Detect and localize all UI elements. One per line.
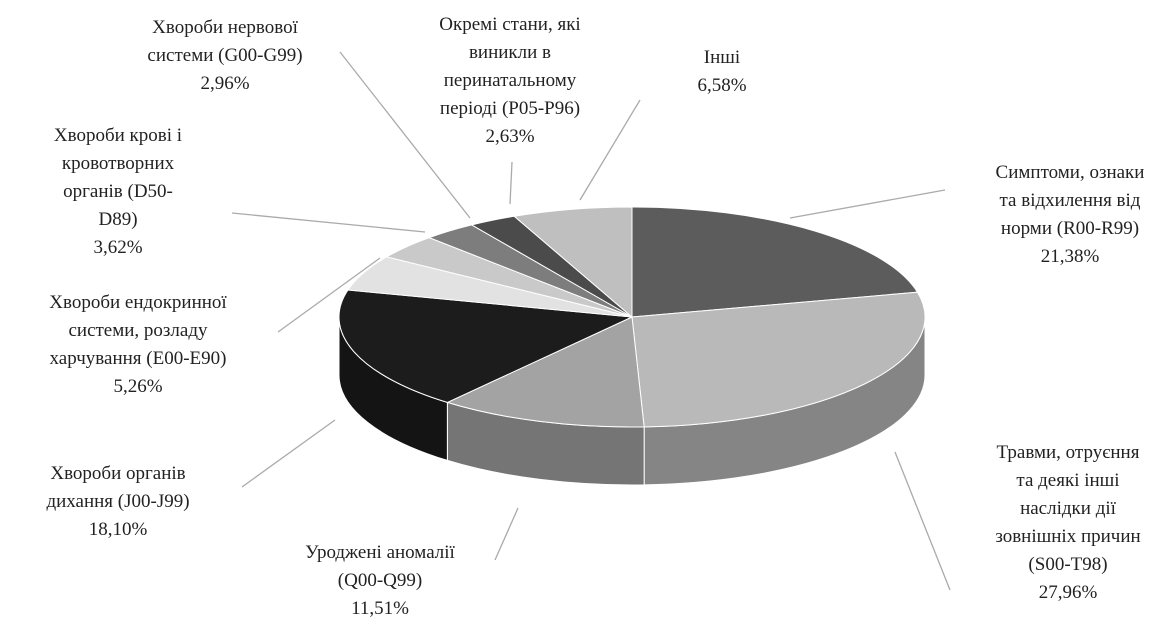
category-label: Інші [704, 47, 740, 68]
value-label: 2,96% [200, 73, 249, 94]
label-line: наслідки дії [1020, 498, 1117, 519]
category-label: Хвороби крові і кровотворних органів (D50-… [54, 125, 182, 230]
label-line: Уроджені аномалії [305, 542, 455, 563]
value-label: 2,63% [485, 126, 534, 147]
category-label: Хвороби ендокринної системи, розладу харчу… [49, 292, 227, 369]
label-line: перинатальному [444, 70, 577, 91]
label-line: (S00-T98) [1028, 554, 1107, 575]
label-line: норми (R00-R99) [1001, 218, 1139, 239]
slice [631, 291, 926, 428]
leader-line [494, 507, 519, 561]
leader-line [894, 451, 951, 591]
label-line: кровотворних [62, 153, 175, 174]
label-line: дихання (J00-J99) [46, 491, 189, 512]
category-label: Симптоми, ознаки та відхилення від норми (… [996, 162, 1145, 239]
category-label: Окремі стани, які виникли в перинатальному… [439, 14, 580, 119]
value-label: 11,51% [351, 598, 409, 619]
label-line: (Q00-Q99) [338, 570, 422, 591]
label-line: харчування (E00-E90) [50, 348, 227, 369]
category-label: Хвороби нервової системи (G00-G99) [147, 17, 302, 66]
label-line: Хвороби нервової [152, 17, 298, 38]
leader-line [339, 51, 471, 219]
label-line: органів (D50- [63, 181, 173, 202]
label-line: зовнішніх причин [995, 526, 1140, 547]
slice [513, 206, 633, 319]
label-line: Інші [704, 47, 740, 68]
category-label: Уроджені аномалії (Q00-Q99) [305, 542, 455, 591]
value-label: 21,38% [1041, 246, 1100, 267]
value-label: 6,58% [697, 75, 746, 96]
label-line: виникли в [469, 42, 551, 63]
label-line: та відхилення від [1000, 190, 1141, 211]
label-line: Симптоми, ознаки [996, 162, 1145, 183]
leader-line [579, 99, 641, 201]
value-label: 5,26% [113, 376, 162, 397]
label-line: Хвороби крові і [54, 125, 182, 146]
value-label: 3,62% [93, 237, 142, 258]
label-line: системи, розладу [68, 320, 208, 341]
value-label: 18,10% [89, 519, 148, 540]
slice [445, 316, 645, 428]
leader-line [241, 419, 336, 488]
label-line: Хвороби ендокринної [49, 292, 227, 313]
label-line: Травми, отруєння [997, 442, 1140, 463]
label-line: системи (G00-G99) [147, 45, 302, 66]
category-label: Травми, отруєння та деякі інші наслідки ді… [995, 442, 1140, 575]
leader-line [231, 212, 426, 233]
leader-line [509, 161, 513, 205]
value-label: 27,96% [1039, 582, 1098, 603]
label-line: Окремі стани, які [439, 14, 580, 35]
label-line: Хвороби органів [50, 463, 185, 484]
label-line: та деякі інші [1016, 470, 1119, 491]
leader-line [789, 189, 946, 219]
category-label: Хвороби органів дихання (J00-J99) [46, 463, 189, 512]
slice [338, 289, 634, 403]
slice [631, 206, 919, 318]
leader-line [277, 257, 381, 333]
label-line: періоді (P05-P96) [440, 98, 580, 119]
label-line: D89) [98, 209, 137, 230]
